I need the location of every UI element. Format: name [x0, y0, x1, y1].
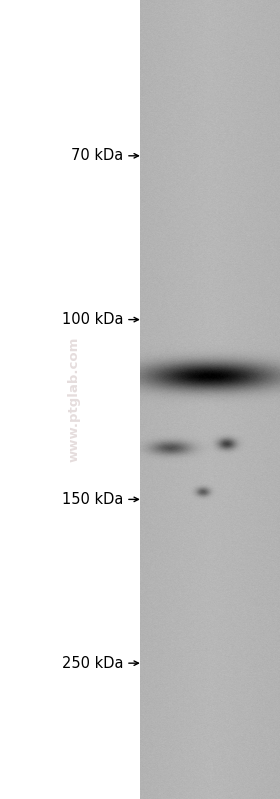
Text: 250 kDa: 250 kDa: [62, 656, 123, 670]
Text: 150 kDa: 150 kDa: [62, 492, 123, 507]
Text: www.ptglab.com: www.ptglab.com: [68, 337, 81, 462]
Text: 70 kDa: 70 kDa: [71, 149, 123, 163]
Text: 100 kDa: 100 kDa: [62, 312, 123, 327]
